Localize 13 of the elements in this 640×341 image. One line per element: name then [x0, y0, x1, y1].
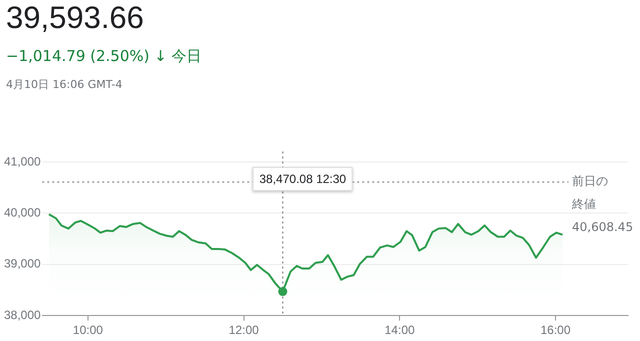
- x-tick-label: 14:00: [384, 323, 415, 338]
- ref-line-label: 前日の終値 40,608.45: [572, 173, 634, 236]
- y-tick-label: 38,000: [4, 308, 42, 322]
- y-tick-label: 41,000: [4, 154, 42, 168]
- x-tick-label: 12:00: [228, 323, 260, 338]
- annotation: 38,470.08 12:30: [252, 167, 354, 191]
- y-tick-label: 40,000: [4, 206, 42, 220]
- chart-subtitle: −1,014.79 (2.50%) ↓ 今日: [6, 47, 202, 66]
- text: 4月10日 16:06 GMT-4: [6, 77, 122, 92]
- chart-title: 39,593.66: [6, 0, 144, 36]
- y-tick-label: 39,000: [4, 256, 42, 271]
- x-tick-label: 10:00: [72, 323, 104, 338]
- x-tick-label: 16:00: [540, 323, 571, 338]
